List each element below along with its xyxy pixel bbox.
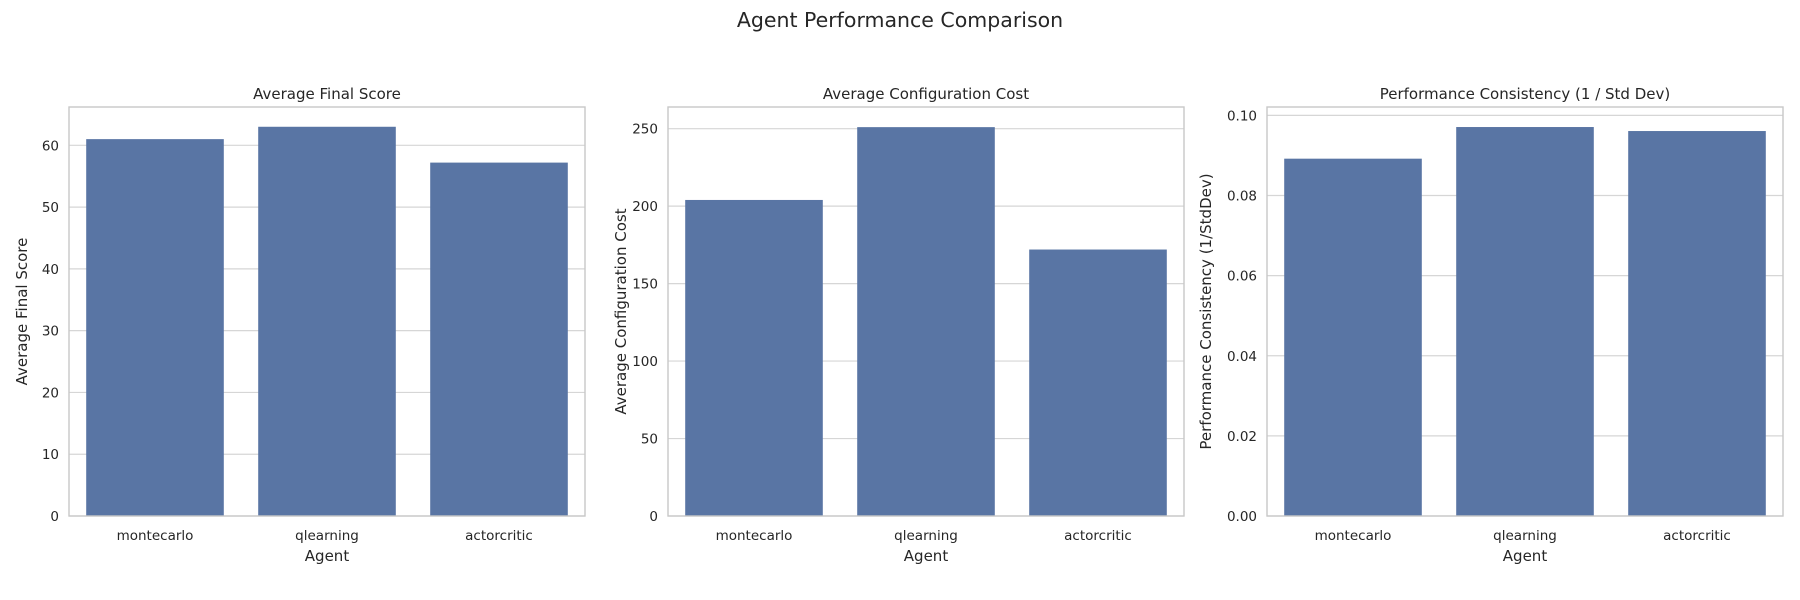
x-tick-label: montecarlo	[117, 528, 194, 544]
x-axis-label: Agent	[305, 547, 350, 565]
y-axis-label: Performance Consistency (1/StdDev)	[1197, 173, 1215, 449]
bar-montecarlo	[685, 199, 823, 517]
x-tick-label: qlearning	[1493, 528, 1557, 544]
y-tick-label: 100	[632, 354, 658, 370]
chart-title: Performance Consistency (1 / Std Dev)	[1380, 85, 1670, 103]
y-tick-label: 0.08	[1227, 189, 1257, 205]
x-axis-label: Agent	[1503, 547, 1548, 565]
chart-panel-3: Performance Consistency (1 / Std Dev) 0.0…	[1197, 85, 1784, 565]
bar-actorcritic	[1029, 249, 1167, 516]
x-tick-label: actorcritic	[465, 528, 533, 544]
bar-actorcritic	[1628, 131, 1766, 516]
y-tick-label: 30	[42, 324, 59, 340]
x-axis-label: Agent	[904, 547, 949, 565]
plot-frame	[667, 106, 1185, 517]
y-tick-label: 20	[42, 385, 59, 401]
y-tick-label: 200	[632, 199, 658, 215]
figure-title: Agent Performance Comparison	[737, 8, 1063, 32]
bar-qlearning	[258, 126, 396, 517]
panels: Average Final Score 0 10 20 30 40 50 60 montecar…	[13, 85, 1784, 565]
y-tick-label: 250	[632, 122, 658, 138]
y-tick-label: 0.02	[1227, 429, 1257, 445]
x-tick-label: qlearning	[894, 528, 958, 544]
x-tick-label: qlearning	[295, 528, 359, 544]
chart-title: Average Configuration Cost	[823, 85, 1029, 103]
x-tick-label: actorcritic	[1663, 528, 1731, 544]
y-axis-label: Average Final Score	[13, 238, 31, 386]
y-tick-label: 40	[42, 262, 59, 278]
bar-montecarlo	[86, 139, 224, 516]
y-tick-label: 60	[42, 138, 59, 154]
chart-panel-2: Average Configuration Cost 0 50 100 150 200 25…	[612, 85, 1185, 565]
x-tick-label: montecarlo	[716, 528, 793, 544]
chart-panel-1: Average Final Score 0 10 20 30 40 50 60 montecar…	[13, 85, 586, 565]
x-tick-label: actorcritic	[1064, 528, 1132, 544]
y-tick-label: 50	[641, 432, 658, 448]
y-tick-label: 0.04	[1227, 349, 1257, 365]
plot-frame	[68, 106, 586, 517]
y-tick-label: 0.10	[1227, 108, 1257, 124]
y-tick-label: 0	[50, 509, 59, 525]
plot-frame	[1266, 106, 1784, 517]
x-tick-label: montecarlo	[1315, 528, 1392, 544]
y-tick-label: 150	[632, 277, 658, 293]
y-tick-label: 0.00	[1227, 509, 1257, 525]
bar-qlearning	[1456, 127, 1594, 516]
y-tick-label: 0.06	[1227, 269, 1257, 285]
chart-title: Average Final Score	[253, 85, 401, 103]
y-axis-label: Average Configuration Cost	[612, 208, 630, 414]
y-tick-label: 0	[649, 509, 658, 525]
bar-qlearning	[857, 127, 995, 517]
y-tick-label: 50	[42, 200, 59, 216]
bar-actorcritic	[430, 162, 568, 516]
y-tick-label: 10	[42, 447, 59, 463]
bar-montecarlo	[1284, 158, 1422, 516]
